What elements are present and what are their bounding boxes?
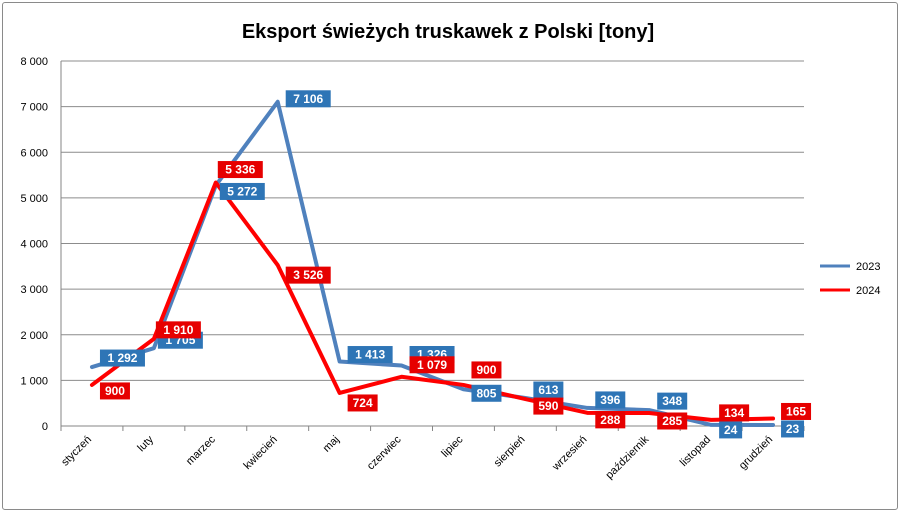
y-tick-label: 0 [42,421,48,433]
x-tick-label: kwiecień [242,434,280,472]
data-label-box [533,381,564,399]
data-label-text: 724 [353,396,373,410]
series-lines [89,99,776,427]
x-tick-label: wrzesień [550,434,590,474]
data-label-text: 165 [786,404,806,418]
series-line-2024 [89,180,776,422]
data-label-2024: 1 910 [155,321,201,339]
y-tick-label: 2 000 [20,330,48,342]
data-label-text: 900 [476,363,496,377]
x-tick-label: sierpień [492,434,528,470]
data-label-text: 396 [600,393,620,407]
data-label-box [471,384,502,402]
data-label-2023: 396 [595,391,626,409]
data-label-text: 348 [662,394,682,408]
data-label-text: 5 336 [225,163,255,177]
x-tick-label: listopad [678,434,713,469]
data-label-2024: 134 [719,404,750,422]
y-tick-label: 1 000 [20,375,48,387]
x-tick-label: maj [321,434,342,455]
data-label-2024: 724 [347,394,378,412]
x-tick-label: luty [135,433,156,454]
data-label-2024: 1 079 [409,356,455,374]
chart-title: Eksport świeżych truskawek z Polski [ton… [242,21,654,43]
data-label-2024: 165 [781,402,812,420]
data-label-2024: 590 [533,397,564,415]
data-label-box [533,397,564,415]
data-label-box [155,321,201,339]
data-label-text: 613 [538,383,558,397]
data-label-text: 5 272 [227,184,257,198]
y-tick-label: 6 000 [20,147,48,159]
x-tick-label: grudzień [737,434,775,472]
data-label-2023: 7 106 [285,90,331,108]
data-label-text: 900 [105,384,125,398]
data-label-2023: 613 [533,381,564,399]
data-label-text: 3 526 [293,268,323,282]
data-label-box [657,412,688,430]
data-label-box [347,394,378,412]
data-label-text: 134 [724,406,744,420]
data-label-box [781,402,812,420]
data-label-box [657,392,688,410]
data-label-box [219,182,265,200]
y-tick-label: 5 000 [20,193,48,205]
data-label-2024: 285 [657,412,688,430]
x-tick-label: styczeń [59,434,94,469]
data-label-text: 23 [786,422,800,436]
y-tick-label: 7 000 [20,102,48,114]
data-label-2023: 23 [781,420,805,438]
y-axis-ticks: 0 1 000 2 000 3 000 4 000 5 000 6 000 7 000 8 00… [20,56,48,433]
data-label-2023: 348 [657,392,688,410]
data-label-box [719,421,743,439]
data-label-text: 7 106 [293,92,323,106]
x-axis-ticks: styczeń luty marzec kwiecień maj czerwiec lipi… [59,433,775,481]
data-label-box [781,420,805,438]
data-label-box [471,361,502,379]
data-label-box [285,266,331,284]
data-label-box [217,161,263,179]
data-label-text: 1 079 [417,358,447,372]
data-label-box [409,356,455,374]
data-label-text: 24 [724,423,738,437]
data-label-2024: 5 336 [217,161,263,179]
data-label-text: 1 910 [163,323,193,337]
data-label-text: 1 292 [107,351,137,365]
y-tick-label: 4 000 [20,239,48,251]
legend-label: 2024 [856,285,880,297]
data-label-box [99,382,130,400]
data-label-2024: 900 [99,382,130,400]
data-label-2024: 288 [595,411,626,429]
x-tick-label: marzec [184,433,218,467]
data-label-2023: 5 272 [219,182,265,200]
data-label-2023: 24 [719,421,743,439]
data-label-text: 288 [600,413,620,427]
data-label-2024: 3 526 [285,266,331,284]
series-line-2023 [89,99,776,427]
data-label-text: 805 [476,386,496,400]
y-tick-label: 3 000 [20,284,48,296]
data-label-text: 1 413 [355,348,385,362]
data-label-box [595,411,626,429]
data-label-box [347,346,393,364]
x-tick-label: październik [604,433,652,481]
legend: 2023 2024 [820,261,880,297]
data-label-2023: 805 [471,384,502,402]
data-label-2023: 1 413 [347,346,393,364]
data-label-text: 285 [662,414,682,428]
data-label-text: 590 [538,399,558,413]
data-label-box [719,404,750,422]
data-label-2024: 900 [471,361,502,379]
x-tick-label: czerwiec [365,433,404,472]
data-label-box [99,349,145,367]
data-label-2023: 1 292 [99,349,145,367]
data-label-box [595,391,626,409]
x-tick-label: lipiec [439,433,466,460]
y-tick-label: 8 000 [20,56,48,68]
data-label-box [285,90,331,108]
legend-label: 2023 [856,261,880,273]
